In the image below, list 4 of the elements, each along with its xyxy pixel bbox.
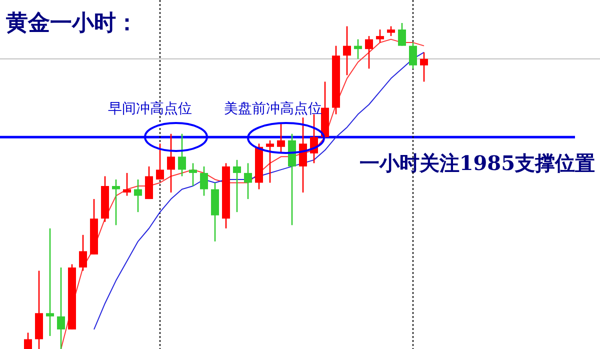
- chart-title: 黄金一小时：: [5, 10, 138, 36]
- annotation: 早间冲高点位: [108, 101, 192, 117]
- annotation: 美盘前冲高点位: [224, 101, 322, 117]
- ref-line-label: 一小时关注1985支撑位置: [359, 151, 595, 176]
